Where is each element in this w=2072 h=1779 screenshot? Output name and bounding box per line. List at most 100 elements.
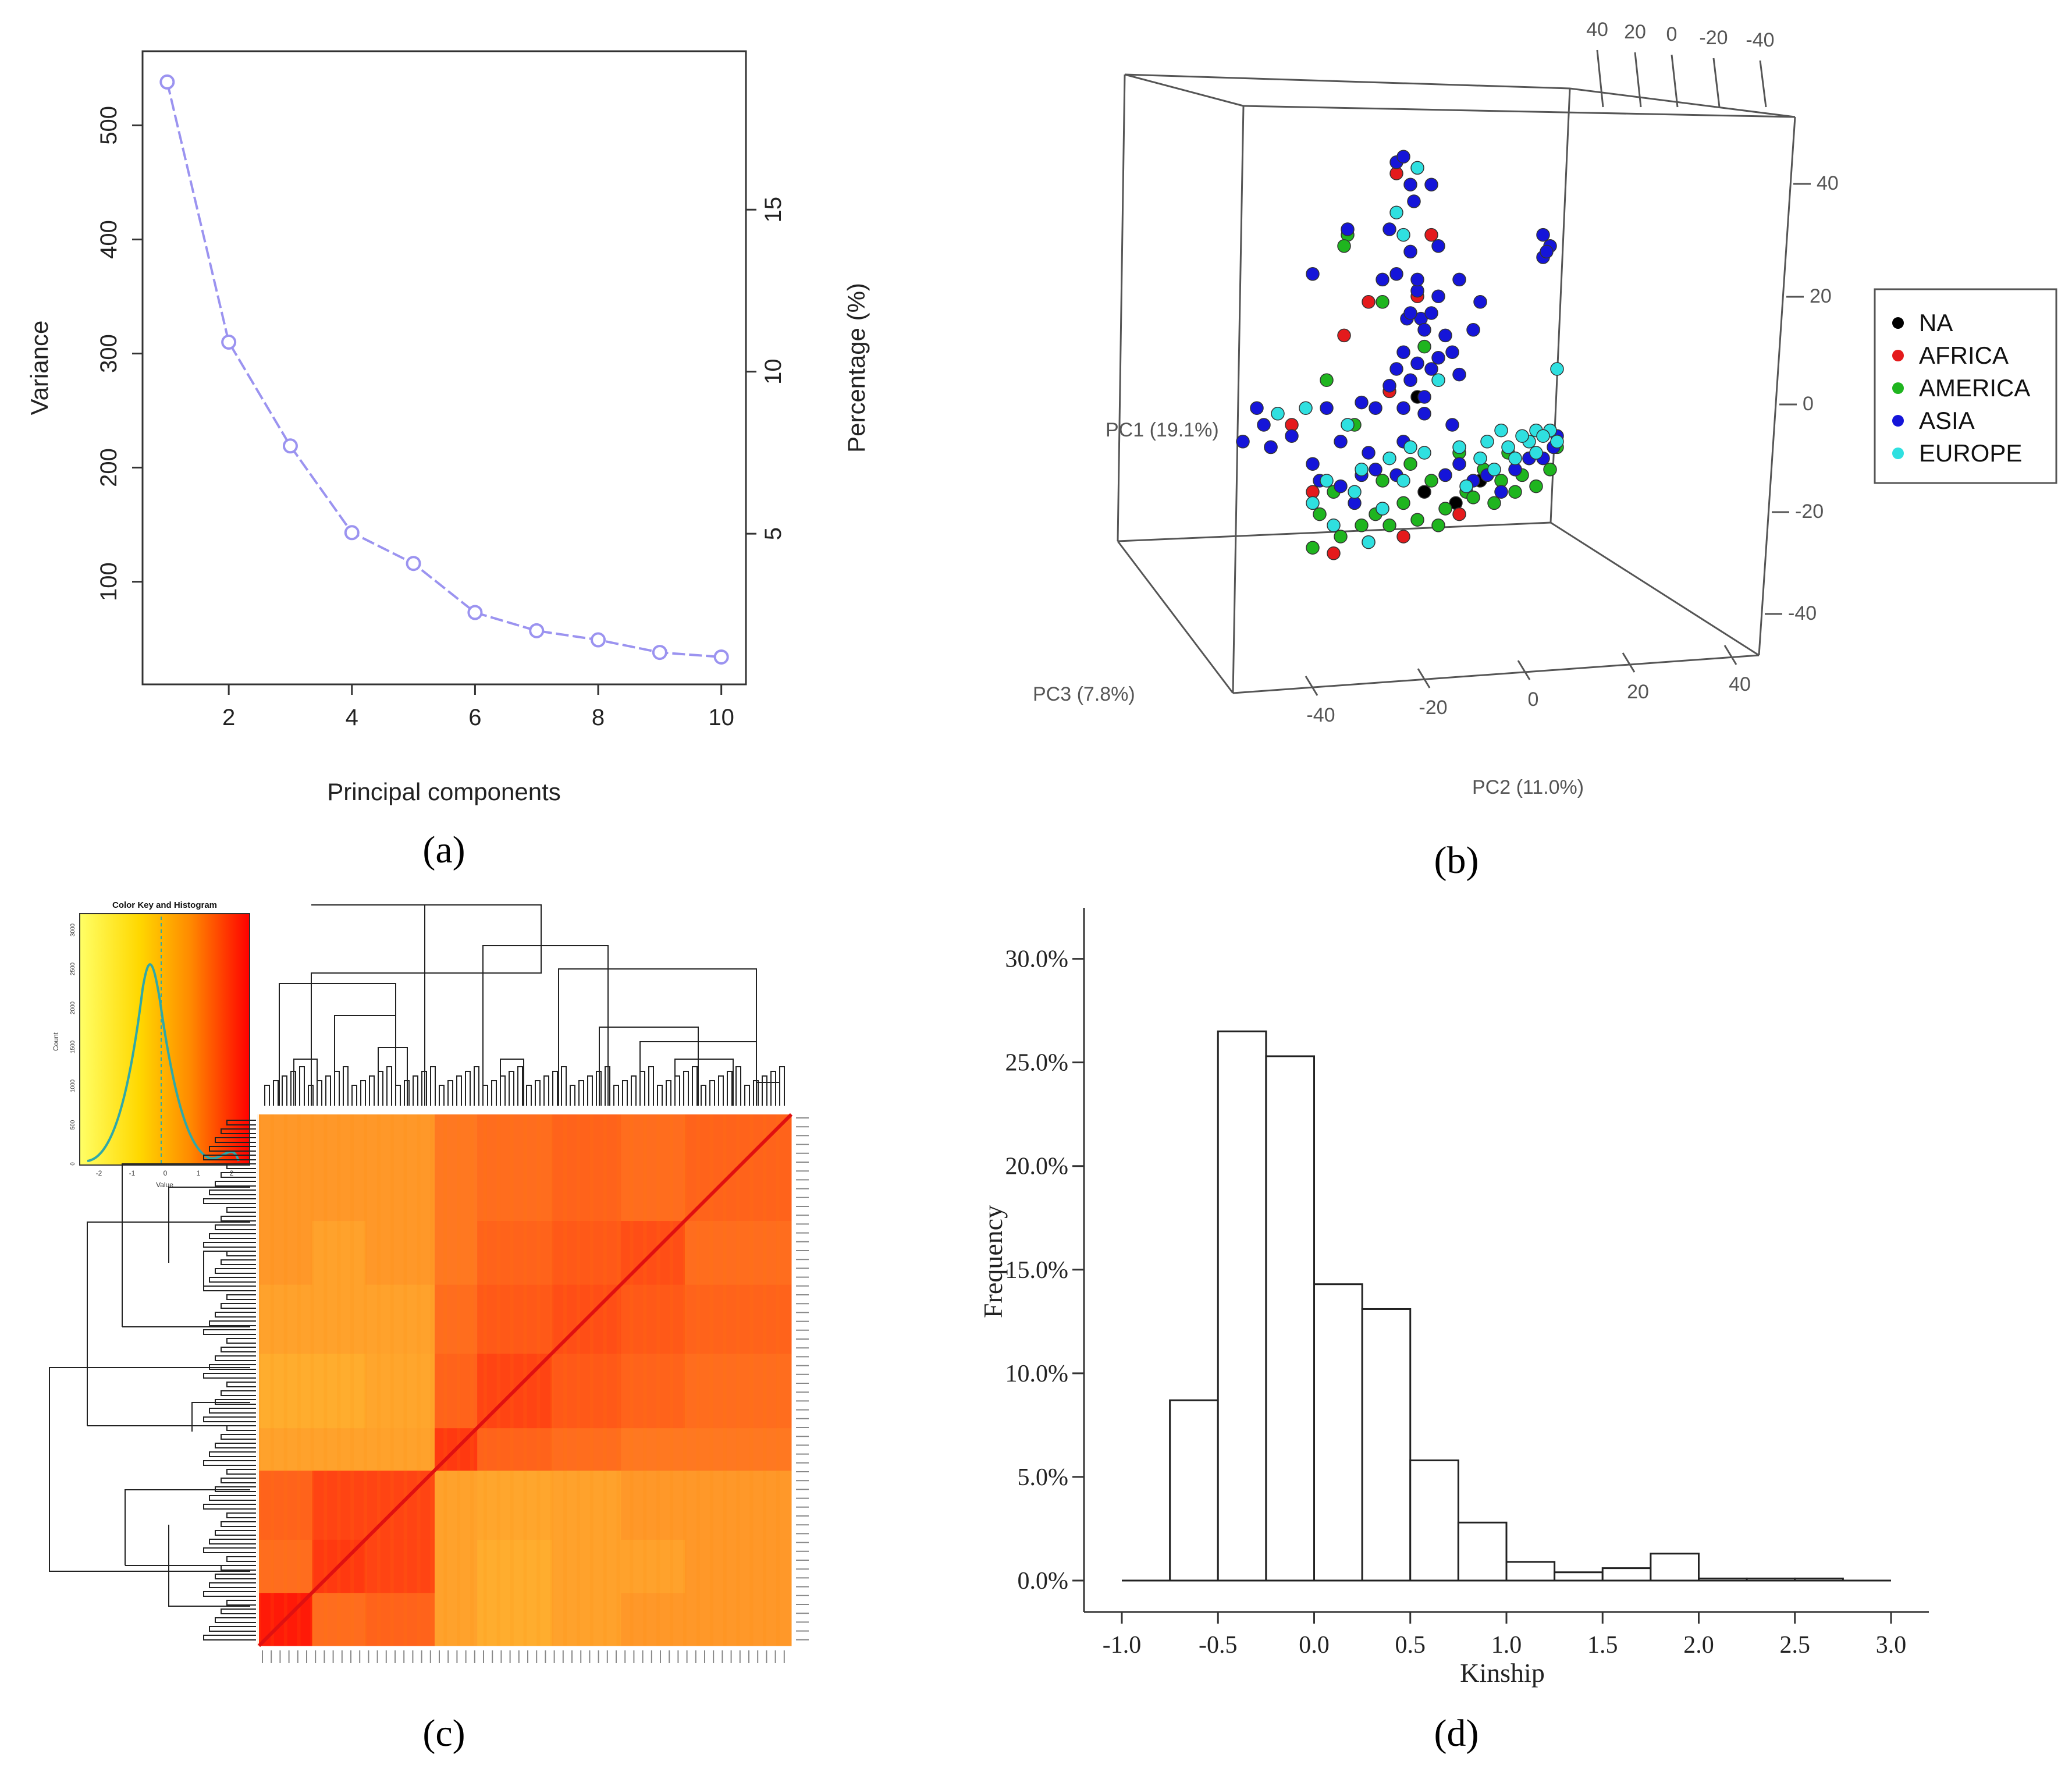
pca-point-europe: [1389, 205, 1403, 219]
pca-point-asia: [1382, 222, 1396, 236]
scree-point: [282, 438, 298, 454]
scree-y-axis-label: Variance: [26, 321, 53, 416]
scree-point: [221, 334, 237, 350]
pca-point-america: [1508, 485, 1522, 499]
hist-x-axis-label: Kinship: [1460, 1658, 1545, 1688]
pca-point-asia: [1389, 362, 1403, 376]
pca-bottom-tick-label: 40: [1729, 673, 1751, 695]
scree-y-tick-label: 500: [96, 106, 122, 145]
pca-point-asia: [1431, 289, 1445, 303]
heatmap-block: [434, 1353, 478, 1429]
color-key-x-tick: 1: [197, 1169, 201, 1177]
pca-point-asia: [1431, 351, 1445, 365]
color-key-gradient: [79, 913, 250, 1166]
hist-y-tick-label: 25.0%: [1005, 1050, 1069, 1077]
pca-point-america: [1529, 479, 1543, 493]
pca-top-tick-label: 20: [1624, 21, 1646, 43]
pca-point-asia: [1410, 272, 1424, 287]
color-key-y-tick: 2000: [70, 1001, 76, 1014]
pc2-axis-label: PC2 (11.0%): [1472, 776, 1584, 798]
scree-plot-frame: [141, 50, 747, 686]
legend-swatch: [1892, 448, 1904, 459]
color-key-y-tick: 1500: [70, 1040, 76, 1053]
pca-top-tick-label: -20: [1699, 27, 1728, 49]
pca-point-asia: [1334, 435, 1348, 449]
color-key-x-tick: -1: [129, 1169, 136, 1177]
hist-bar: [1650, 1553, 1700, 1582]
heatmap-block: [477, 1114, 552, 1221]
pca-point-asia: [1389, 267, 1403, 281]
pca-top-tick-label: 0: [1666, 23, 1677, 45]
pca-point-europe: [1348, 485, 1362, 499]
scree-y-tick-label: 300: [96, 334, 122, 373]
pca-point-europe: [1396, 228, 1410, 242]
heatmap-block: [312, 1428, 366, 1471]
heatmap-block: [365, 1220, 435, 1285]
panel-b-label: (b): [1434, 839, 1479, 882]
pca-point-africa: [1327, 546, 1341, 560]
pca-top-tick-label: 40: [1586, 19, 1608, 41]
heatmap-block: [621, 1114, 685, 1221]
pca-point-america: [1438, 502, 1452, 516]
pca-3d-ticks: 40 20 0 -20 -40 40 20 0 -20 -40 -40 -20 0 20 40: [1305, 19, 1839, 726]
pca-top-tick-label: -40: [1746, 29, 1774, 51]
pca-point-america: [1466, 491, 1480, 505]
hist-bar: [1313, 1283, 1363, 1582]
scree-x-tick-label: 2: [222, 705, 235, 730]
heatmap-block: [312, 1470, 366, 1540]
pca-point-asia: [1431, 239, 1445, 253]
pca-point-europe: [1473, 451, 1487, 466]
heatmap-block: [477, 1592, 552, 1646]
hist-x-tick-label: -1.0: [1103, 1632, 1142, 1659]
heatmap-block: [685, 1353, 792, 1429]
heatmap-block: [259, 1220, 312, 1285]
pca-point-asia: [1396, 150, 1410, 164]
pca-point-europe: [1341, 418, 1355, 432]
pca-point-asia: [1452, 457, 1466, 471]
pca-point-asia: [1376, 272, 1389, 287]
legend-swatch: [1892, 382, 1904, 394]
pca-point-asia: [1396, 345, 1410, 359]
hist-x-tick-label: 1.0: [1491, 1632, 1522, 1659]
heatmap-block: [434, 1114, 478, 1221]
pca-point-asia: [1445, 345, 1459, 359]
scree-point: [713, 649, 729, 665]
hist-y-tick-label: 20.0%: [1005, 1153, 1069, 1180]
scree-point: [344, 525, 360, 541]
panel-c-label: (c): [422, 1712, 465, 1755]
scree-x-tick-label: 4: [346, 705, 358, 730]
pca-point-europe: [1362, 535, 1376, 549]
scree-line: [166, 81, 722, 658]
pca-point-asia: [1438, 328, 1452, 343]
pca-point-europe: [1536, 429, 1550, 443]
color-key-y-tick: 3000: [70, 923, 76, 936]
pc3-axis-label: PC3 (7.8%): [1033, 683, 1135, 705]
pca-point-europe: [1508, 451, 1522, 466]
heatmap-block: [552, 1220, 621, 1285]
heatmap-block: [365, 1428, 435, 1471]
color-key-y-label: Count: [52, 1032, 60, 1051]
pca-3d-scatter-panel: 40 20 0 -20 -40 40 20 0 -20 -40 -40 -20 0 20 40 PC1 (1…: [1033, 19, 2057, 882]
pca-point-europe: [1396, 474, 1410, 488]
pca-point-america: [1382, 519, 1396, 532]
heatmap-diagonal: [257, 1113, 793, 1647]
heatmap-block: [434, 1284, 478, 1354]
hist-bar: [1361, 1308, 1412, 1582]
pca-point-asia: [1494, 485, 1508, 499]
pca-right-tick-label: -40: [1788, 602, 1817, 624]
heatmap-block: [312, 1114, 366, 1221]
scree-y-tick-label: 400: [96, 220, 122, 259]
scree-point: [529, 623, 545, 638]
pca-point-europe: [1382, 451, 1396, 466]
color-key: Color Key and Histogram -2 -1 0 1 2050010001…: [52, 900, 250, 1189]
scree-right-tick-label: 5: [760, 527, 786, 540]
pca-bottom-tick-label: 0: [1528, 688, 1539, 711]
pca-bottom-tick-label: 20: [1627, 681, 1649, 703]
pca-point-asia: [1236, 435, 1250, 449]
pca-point-asia: [1257, 418, 1271, 432]
heatmap-block: [259, 1470, 312, 1540]
heatmap-block: [552, 1592, 621, 1646]
pca-point-asia: [1417, 323, 1431, 337]
heatmap-block: [259, 1353, 312, 1429]
